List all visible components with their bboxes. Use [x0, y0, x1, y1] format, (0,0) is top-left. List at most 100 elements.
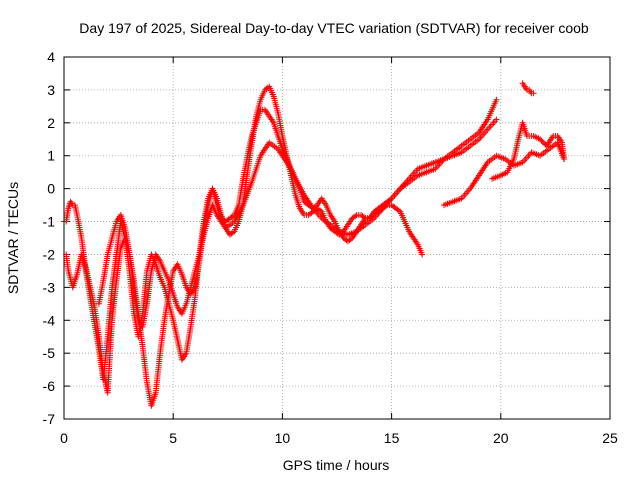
x-tick-label: 10 — [275, 430, 291, 446]
x-axis-label: GPS time / hours — [283, 457, 390, 473]
data-point-segment — [344, 216, 355, 228]
data-point-segment — [504, 157, 516, 176]
data-point-segment — [227, 229, 236, 238]
data-point-segment — [393, 205, 402, 214]
data-point-segment — [353, 223, 367, 235]
x-tick-label: 20 — [493, 430, 509, 446]
y-tick-label: -7 — [43, 411, 56, 427]
data-point-segment — [292, 192, 303, 210]
data-point-segment — [187, 296, 198, 330]
x-tick-label: 15 — [384, 430, 400, 446]
data-point-segment — [371, 207, 385, 222]
y-tick-label: 2 — [47, 115, 55, 131]
data-point-segment — [537, 147, 551, 159]
data-point-segment — [248, 115, 259, 146]
data-point-segment — [340, 235, 350, 244]
data-point-segment — [139, 343, 150, 384]
data-point-segment — [74, 212, 85, 239]
data-point-segment — [231, 203, 246, 225]
data-series — [61, 80, 568, 409]
data-point-segment — [231, 204, 241, 218]
data-point-segment — [178, 271, 189, 289]
data-point-segment — [388, 202, 398, 211]
data-point-segment — [414, 241, 426, 258]
data-point-segment — [183, 286, 194, 307]
y-tick-label: -4 — [43, 312, 56, 328]
x-tick-label: 25 — [602, 430, 618, 446]
data-point-segment — [157, 319, 168, 357]
data-point-segment — [349, 213, 359, 222]
data-point-segment — [484, 116, 500, 133]
data-point-segment — [441, 153, 454, 162]
data-point-segment — [449, 196, 463, 205]
data-point-segment — [152, 352, 163, 396]
data-point-segment — [379, 197, 394, 212]
data-point-segment — [484, 154, 498, 166]
data-point-segment — [362, 216, 376, 228]
data-point-segment — [126, 251, 137, 289]
data-point-segment — [130, 284, 141, 322]
data-point-segment — [310, 205, 324, 220]
data-point-segment — [510, 160, 524, 169]
data-point-segment — [344, 236, 354, 245]
data-point-segment — [122, 225, 133, 256]
data-point-segment — [296, 205, 307, 217]
data-point-segment — [449, 144, 463, 156]
data-point-segment — [209, 185, 219, 200]
data-point-segment — [423, 166, 437, 176]
data-point-segment — [161, 267, 171, 282]
data-point-segment — [441, 199, 454, 209]
y-tick-label: 3 — [47, 82, 55, 98]
data-point-segment — [174, 337, 185, 361]
data-point-segment — [314, 205, 324, 214]
data-point-segment — [521, 83, 529, 92]
data-point-segment — [261, 84, 271, 93]
data-point-segment — [209, 202, 219, 216]
data-point-segment — [344, 229, 358, 238]
data-point-segment — [257, 88, 268, 103]
data-point-segment — [410, 235, 420, 246]
data-point-segment — [530, 133, 542, 142]
plot-frame — [63, 56, 611, 420]
data-point-segment — [467, 131, 481, 143]
y-tick-label: -5 — [43, 345, 56, 361]
data-point-segment — [528, 90, 537, 97]
data-point-segment — [275, 133, 285, 151]
data-point-segment — [305, 209, 315, 218]
data-point-segment — [458, 187, 472, 202]
data-point-segment — [327, 221, 341, 234]
data-point-segment — [157, 258, 167, 272]
data-point-segment — [497, 170, 509, 179]
data-point-segment — [139, 302, 150, 330]
data-point-segment — [414, 169, 428, 179]
data-point-segment — [375, 203, 385, 212]
data-point-segment — [165, 277, 176, 296]
data-point-segment — [178, 351, 189, 363]
data-point-segment — [270, 93, 281, 114]
data-point-segment — [283, 159, 298, 180]
data-point-segment — [353, 212, 362, 218]
data-point-segment — [519, 151, 533, 166]
y-tick-label: -6 — [43, 378, 56, 394]
data-point-segment — [550, 133, 559, 139]
data-point-segment — [266, 139, 280, 151]
y-axis-label: SDTVAR / TECUs — [5, 182, 21, 294]
data-point-segment — [113, 246, 124, 284]
data-point-segment — [266, 113, 276, 125]
data-point-segment — [432, 156, 446, 166]
data-point-segment — [358, 212, 367, 221]
data-point-segment — [87, 284, 98, 309]
data-point-segment — [362, 215, 371, 222]
data-point-segment — [301, 198, 311, 207]
data-point-segment — [261, 106, 272, 118]
data-point-segment — [117, 212, 128, 230]
data-point-segment — [397, 177, 411, 192]
data-point-segment — [331, 228, 341, 237]
data-point-segment — [327, 212, 337, 223]
data-point-segment — [397, 208, 407, 223]
data-point-segment — [467, 174, 481, 192]
series-track-a — [61, 106, 426, 383]
data-point-segment — [157, 274, 167, 289]
series-track-c — [95, 116, 500, 330]
data-point-segment — [476, 118, 490, 136]
